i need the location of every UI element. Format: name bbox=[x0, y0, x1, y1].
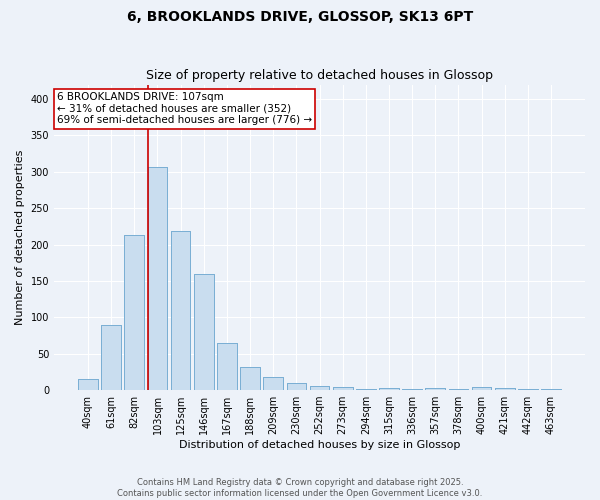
Bar bbox=[263, 377, 283, 390]
Bar bbox=[541, 388, 561, 390]
Bar bbox=[171, 232, 190, 390]
Bar bbox=[240, 367, 260, 390]
Bar bbox=[425, 388, 445, 390]
Bar bbox=[194, 274, 214, 390]
Bar bbox=[472, 387, 491, 390]
Bar bbox=[379, 388, 399, 390]
Text: Contains HM Land Registry data © Crown copyright and database right 2025.
Contai: Contains HM Land Registry data © Crown c… bbox=[118, 478, 482, 498]
Bar bbox=[449, 388, 468, 390]
Bar bbox=[310, 386, 329, 390]
Bar bbox=[333, 387, 353, 390]
Bar bbox=[425, 388, 445, 390]
Bar bbox=[194, 274, 214, 390]
Text: 6, BROOKLANDS DRIVE, GLOSSOP, SK13 6PT: 6, BROOKLANDS DRIVE, GLOSSOP, SK13 6PT bbox=[127, 10, 473, 24]
Bar bbox=[263, 377, 283, 390]
Bar bbox=[310, 386, 329, 390]
Bar bbox=[171, 232, 190, 390]
X-axis label: Distribution of detached houses by size in Glossop: Distribution of detached houses by size … bbox=[179, 440, 460, 450]
Bar bbox=[541, 388, 561, 390]
Text: 6 BROOKLANDS DRIVE: 107sqm
← 31% of detached houses are smaller (352)
69% of sem: 6 BROOKLANDS DRIVE: 107sqm ← 31% of deta… bbox=[56, 92, 312, 126]
Bar bbox=[333, 387, 353, 390]
Bar bbox=[101, 324, 121, 390]
Bar bbox=[217, 343, 237, 390]
Bar bbox=[472, 387, 491, 390]
Bar bbox=[124, 235, 144, 390]
Bar bbox=[148, 168, 167, 390]
Bar bbox=[240, 367, 260, 390]
Bar bbox=[449, 388, 468, 390]
Title: Size of property relative to detached houses in Glossop: Size of property relative to detached ho… bbox=[146, 69, 493, 82]
Bar bbox=[356, 388, 376, 390]
Bar bbox=[379, 388, 399, 390]
Bar bbox=[495, 388, 515, 390]
Bar bbox=[495, 388, 515, 390]
Bar bbox=[78, 379, 98, 390]
Bar bbox=[287, 383, 306, 390]
Bar bbox=[402, 388, 422, 390]
Bar bbox=[402, 388, 422, 390]
Bar bbox=[356, 388, 376, 390]
Bar bbox=[101, 324, 121, 390]
Bar bbox=[217, 343, 237, 390]
Bar bbox=[287, 383, 306, 390]
Bar bbox=[148, 168, 167, 390]
Bar bbox=[78, 379, 98, 390]
Bar bbox=[124, 235, 144, 390]
Y-axis label: Number of detached properties: Number of detached properties bbox=[15, 150, 25, 325]
